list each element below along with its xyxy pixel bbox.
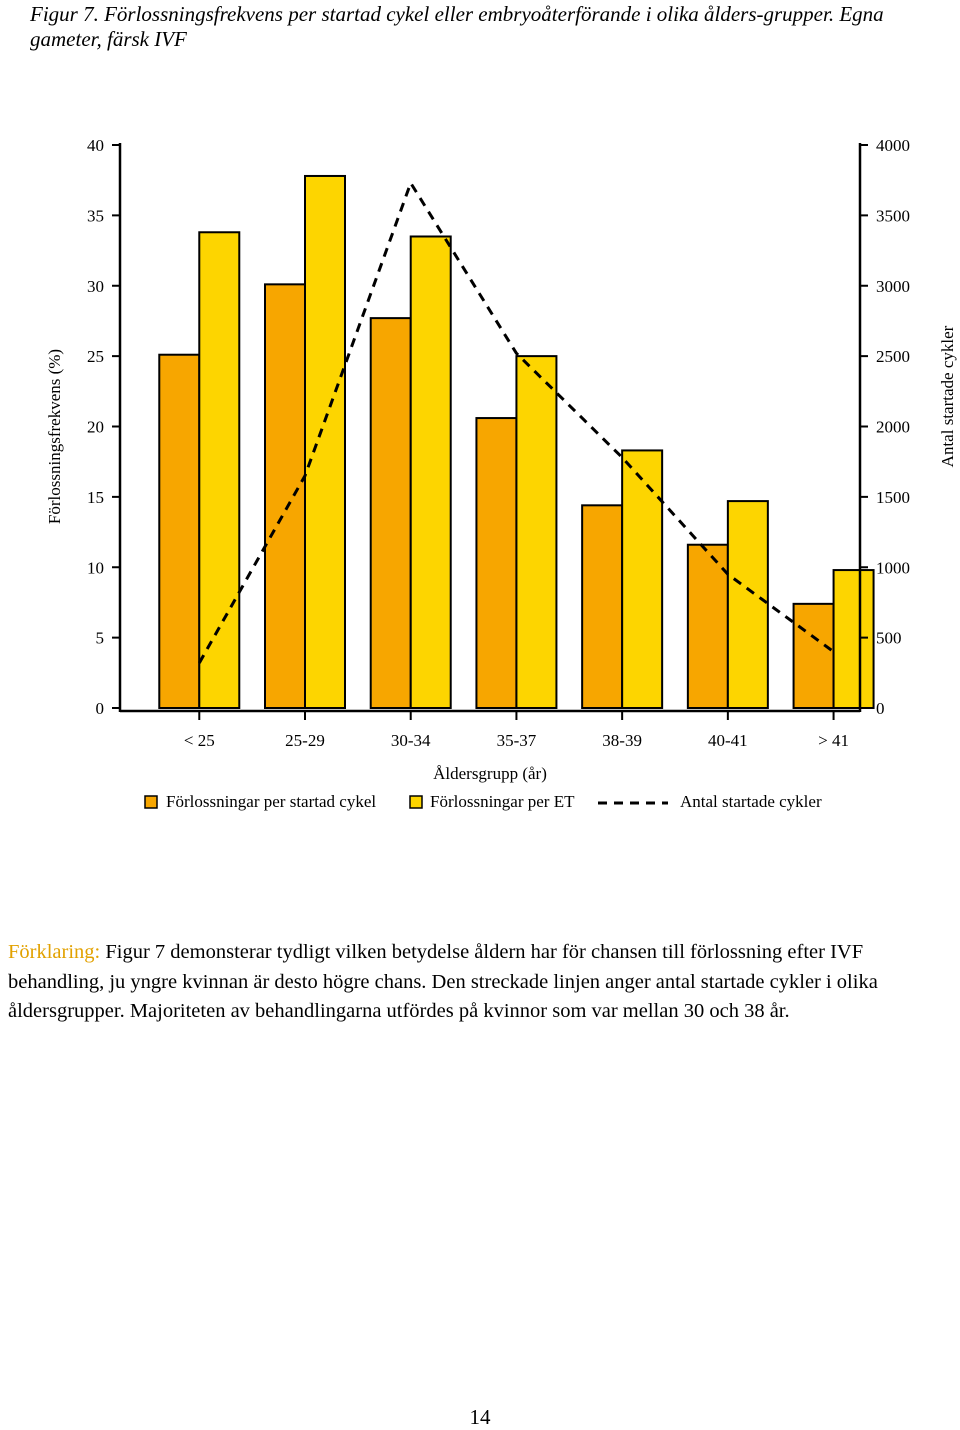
bar-per-cycle-1 (264, 283, 306, 709)
x-axis-title: Åldersgrupp (år) (433, 764, 547, 783)
explanation-label: Förklaring: (8, 941, 101, 963)
x-tick-label: > 41 (818, 731, 849, 750)
x-tick-label: 38-39 (602, 731, 642, 750)
bar-per-cycle-3 (475, 417, 518, 709)
bar-per-et-1 (304, 174, 346, 709)
y-tick-label-right: 3500 (876, 206, 910, 225)
bar-per-cycle-0 (158, 353, 201, 709)
legend-label-per-cycle: Förlossningar per startad cykel (166, 792, 376, 811)
bar-per-cycle-6 (792, 602, 835, 709)
x-tick-label: < 25 (184, 731, 215, 750)
x-tick-label: 25-29 (285, 731, 325, 750)
legend-swatch-per-et (409, 795, 423, 809)
x-tick-label: 30-34 (391, 731, 431, 750)
axes-layer (112, 143, 868, 720)
y-tick-label-left: 35 (87, 206, 104, 225)
legend-label-line: Antal startade cykler (680, 792, 822, 811)
y-tick-label-left: 30 (87, 277, 104, 296)
y-tick-label-left: 40 (87, 136, 104, 155)
bar-per-et-3 (515, 355, 558, 709)
combo-bar-line-chart: 0 5 10 15 20 25 30 35 40 0 500 1000 1500 2000 2500 3000… (45, 136, 957, 811)
legend-label-per-et: Förlossningar per ET (430, 792, 575, 811)
y-tick-label-right: 500 (876, 629, 902, 648)
bars-layer (158, 174, 875, 710)
y-tick-label-right: 4000 (876, 136, 910, 155)
legend: Förlossningar per startad cykel Förlossni… (144, 792, 822, 811)
y-tick-label-left: 25 (87, 347, 104, 366)
x-tick-label: 40-41 (708, 731, 748, 750)
y-tick-label-right: 1000 (876, 558, 910, 577)
bar-per-et-6 (832, 569, 875, 709)
labels-layer: 0 5 10 15 20 25 30 35 40 0 500 1000 1500 2000 2500 3000… (45, 136, 957, 783)
y-tick-label-right: 0 (876, 699, 885, 718)
y-axis-title-left: Förlossningsfrekvens (%) (45, 349, 64, 524)
y-tick-label-left: 10 (87, 558, 104, 577)
explanation-paragraph: Förklaring: Figur 7 demonsterar tydligt … (8, 938, 928, 1027)
bar-per-et-2 (409, 235, 452, 710)
bar-per-cycle-4 (581, 504, 624, 709)
legend-swatch-per-cycle (144, 795, 158, 809)
y-tick-label-right: 2000 (876, 418, 910, 437)
y-tick-label-left: 0 (96, 699, 105, 718)
y-axis-title-right: Antal startade cykler (938, 325, 957, 467)
bar-per-et-4 (621, 449, 664, 709)
bar-per-et-5 (726, 500, 769, 709)
bar-per-cycle-2 (369, 317, 412, 709)
y-tick-label-right: 3000 (876, 277, 910, 296)
explanation-text: Figur 7 demonsterar tydligt vilken betyd… (8, 941, 878, 1023)
y-tick-label-right: 1500 (876, 488, 910, 507)
page-number: 14 (469, 1405, 491, 1429)
x-tick-label: 35-37 (497, 731, 537, 750)
y-tick-label-left: 5 (96, 629, 105, 648)
chart-container: 0 5 10 15 20 25 30 35 40 0 500 1000 1500 2000 2500 3000… (0, 100, 960, 830)
y-tick-label-left: 15 (87, 488, 104, 507)
y-tick-label-right: 2500 (876, 347, 910, 366)
line-layer (197, 179, 835, 664)
figure-caption: Figur 7. Förlossningsfrekvens per starta… (30, 2, 884, 51)
y-tick-label-left: 20 (87, 418, 104, 437)
bar-per-et-0 (198, 231, 241, 709)
bar-per-cycle-5 (686, 543, 729, 710)
